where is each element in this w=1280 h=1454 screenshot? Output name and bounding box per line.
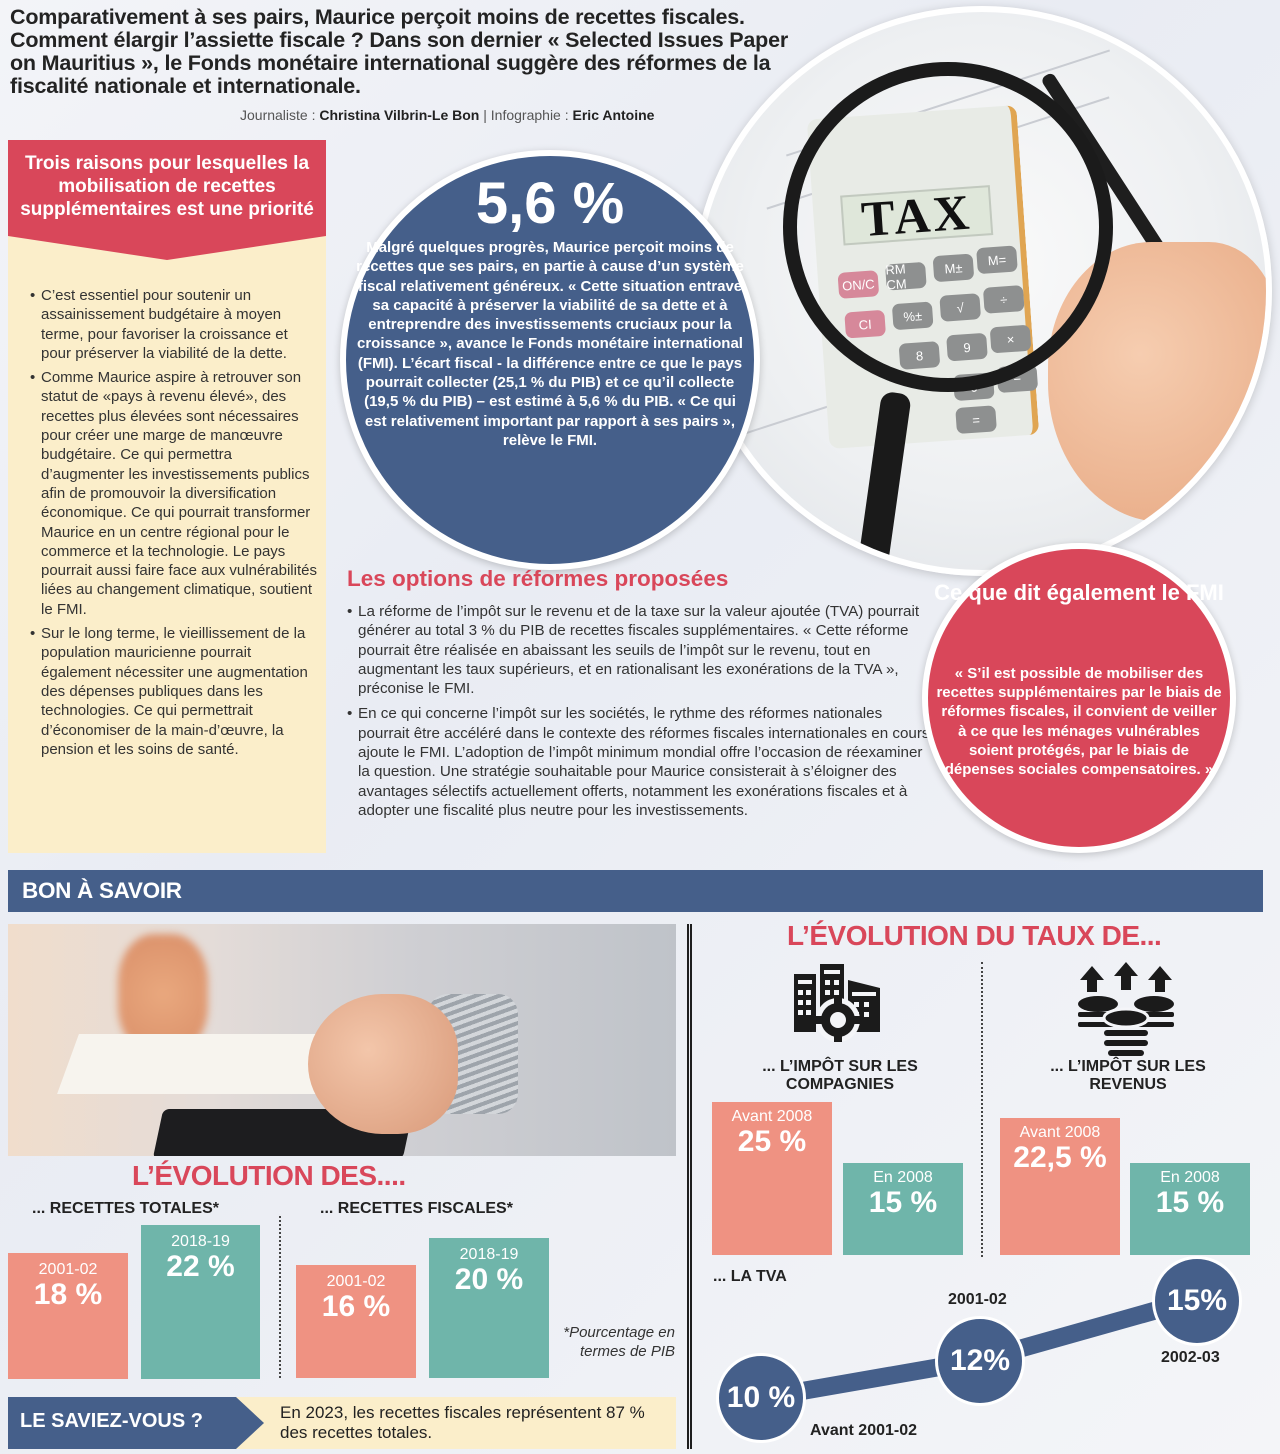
reason-item: Comme Maurice aspire à retrouver son sta… — [30, 368, 318, 619]
infographie-label: Infographie : — [490, 107, 569, 123]
bar-revenus-en-2008: En 2008 15 % — [1130, 1163, 1250, 1255]
bar-recettes-totales-2001: 2001-02 18 % — [8, 1253, 128, 1379]
tva-node: 10 % — [716, 1353, 806, 1443]
byline: Journaliste : Christina Vilbrin-Le Bon |… — [240, 107, 654, 123]
tva-node: 12% — [935, 1316, 1025, 1406]
bar-year: 2018-19 — [171, 1233, 230, 1250]
fiscal-gap-circle: 5,6 % Malgré quelques progrès, Maurice p… — [340, 150, 760, 570]
impot-revenus-head: ... L’IMPÔT SUR LES REVENUS — [1050, 1058, 1206, 1093]
fmi-quote-text: « S’il est possible de mobiliser des rec… — [936, 665, 1222, 779]
recettes-totales-head: ... RECETTES TOTALES* — [32, 1200, 219, 1217]
dotted-divider — [981, 962, 983, 1257]
fiscal-gap-value: 5,6 % — [475, 171, 625, 236]
footnote: *Pourcentage en termes de PIB — [563, 1324, 675, 1360]
reasons-list: C’est essentiel pour soutenir un assaini… — [30, 286, 318, 764]
reason-item: C’est essentiel pour soutenir un assaini… — [30, 286, 318, 363]
headline: Comparativement à ses pairs, Maurice per… — [10, 5, 789, 98]
bar-value: 25 % — [737, 1125, 807, 1158]
coins-arrows-up-icon — [1076, 962, 1176, 1063]
bar-value: 22,5 % — [1013, 1141, 1107, 1174]
option-item: En ce qui concerne l’impôt sur les socié… — [347, 704, 937, 820]
bar-year: 2001-02 — [326, 1273, 386, 1290]
bar-year: 2018-19 — [459, 1246, 519, 1263]
tva-period-label: 2001-02 — [948, 1291, 1007, 1308]
reasons-banner — [8, 140, 326, 260]
tva-period-label: Avant 2001-02 — [810, 1422, 918, 1439]
bar-year: 2001-02 — [38, 1261, 98, 1278]
evolution-des-title: L’ÉVOLUTION DES.... — [132, 1160, 406, 1191]
options-list: La réforme de l’impôt sur le revenu et d… — [347, 602, 937, 826]
tva-node: 15% — [1152, 1256, 1242, 1346]
saviez-vous-box: LE SAVIEZ-VOUS ? En 2023, les recettes f… — [8, 1397, 676, 1449]
recettes-fiscales-head: ... RECETTES FISCALES* — [320, 1200, 513, 1217]
options-title: Les options de réformes proposées — [347, 566, 729, 591]
option-item: La réforme de l’impôt sur le revenu et d… — [347, 602, 937, 698]
buildings-gear-icon — [790, 962, 886, 1051]
bar-recettes-totales-2018: 2018-19 22 % — [141, 1225, 260, 1379]
reasons-box: Trois raisons pour lesquelles la mobilis… — [8, 140, 326, 853]
bar-recettes-fiscales-2001: 2001-02 16 % — [296, 1265, 416, 1378]
bar-value: 18 % — [33, 1278, 103, 1311]
infographie-name: Eric Antoine — [572, 107, 655, 123]
bar-compagnies-avant-2008: Avant 2008 25 % — [712, 1102, 832, 1255]
saviez-vous-text: En 2023, les recettes fiscales représent… — [280, 1403, 645, 1442]
byline-separator: | — [483, 107, 487, 123]
reason-item: Sur le long terme, le vieillissement de … — [30, 624, 318, 759]
tva-period-label: 2002-03 — [1161, 1349, 1220, 1366]
dotted-divider — [279, 1216, 281, 1378]
bar-value: 20 % — [454, 1263, 524, 1296]
tax-calculator-photo: TAX ON/C RM CM M± M= CI %± √ ÷ 8 9 × 6 −… — [692, 6, 1272, 576]
bar-recettes-fiscales-2018: 2018-19 20 % — [429, 1238, 549, 1378]
reasons-title: Trois raisons pour lesquelles la mobilis… — [20, 153, 314, 220]
bar-year: En 2008 — [1160, 1169, 1220, 1186]
bar-year: Avant 2008 — [731, 1108, 813, 1125]
hand-image — [308, 994, 458, 1134]
calculator-hand-photo — [8, 924, 676, 1156]
bar-compagnies-en-2008: En 2008 15 % — [843, 1163, 963, 1255]
saviez-vous-tag — [8, 1397, 264, 1449]
bon-a-savoir-label: BON À SAVOIR — [22, 878, 182, 903]
bar-value: 15 % — [1155, 1186, 1225, 1219]
journalist-name: Christina Vilbrin-Le Bon — [319, 107, 480, 123]
fiscal-gap-text: Malgré quelques progrès, Maurice perçoit… — [356, 239, 744, 449]
tva-head: ... LA TVA — [713, 1268, 787, 1285]
bar-value: 16 % — [321, 1290, 391, 1323]
journalist-label: Journaliste : — [240, 107, 316, 123]
column-divider — [687, 924, 692, 1449]
bar-year: Avant 2008 — [1019, 1124, 1101, 1141]
bar-value: 22 % — [166, 1250, 235, 1283]
bar-year: En 2008 — [873, 1169, 933, 1186]
bon-a-savoir-bar: BON À SAVOIR — [8, 870, 1263, 912]
impot-compagnies-head: ... L’IMPÔT SUR LES COMPAGNIES — [762, 1058, 918, 1093]
bar-revenus-avant-2008: Avant 2008 22,5 % — [1000, 1118, 1120, 1255]
saviez-vous-label: LE SAVIEZ-VOUS ? — [20, 1410, 203, 1432]
bar-value: 15 % — [868, 1186, 938, 1219]
evolution-taux-title: L’ÉVOLUTION DU TAUX DE... — [787, 920, 1162, 951]
fmi-quote-circle: Ce que dit également le FMI « S’il est p… — [922, 543, 1236, 853]
fmi-quote-title: Ce que dit également le FMI — [934, 580, 1224, 605]
